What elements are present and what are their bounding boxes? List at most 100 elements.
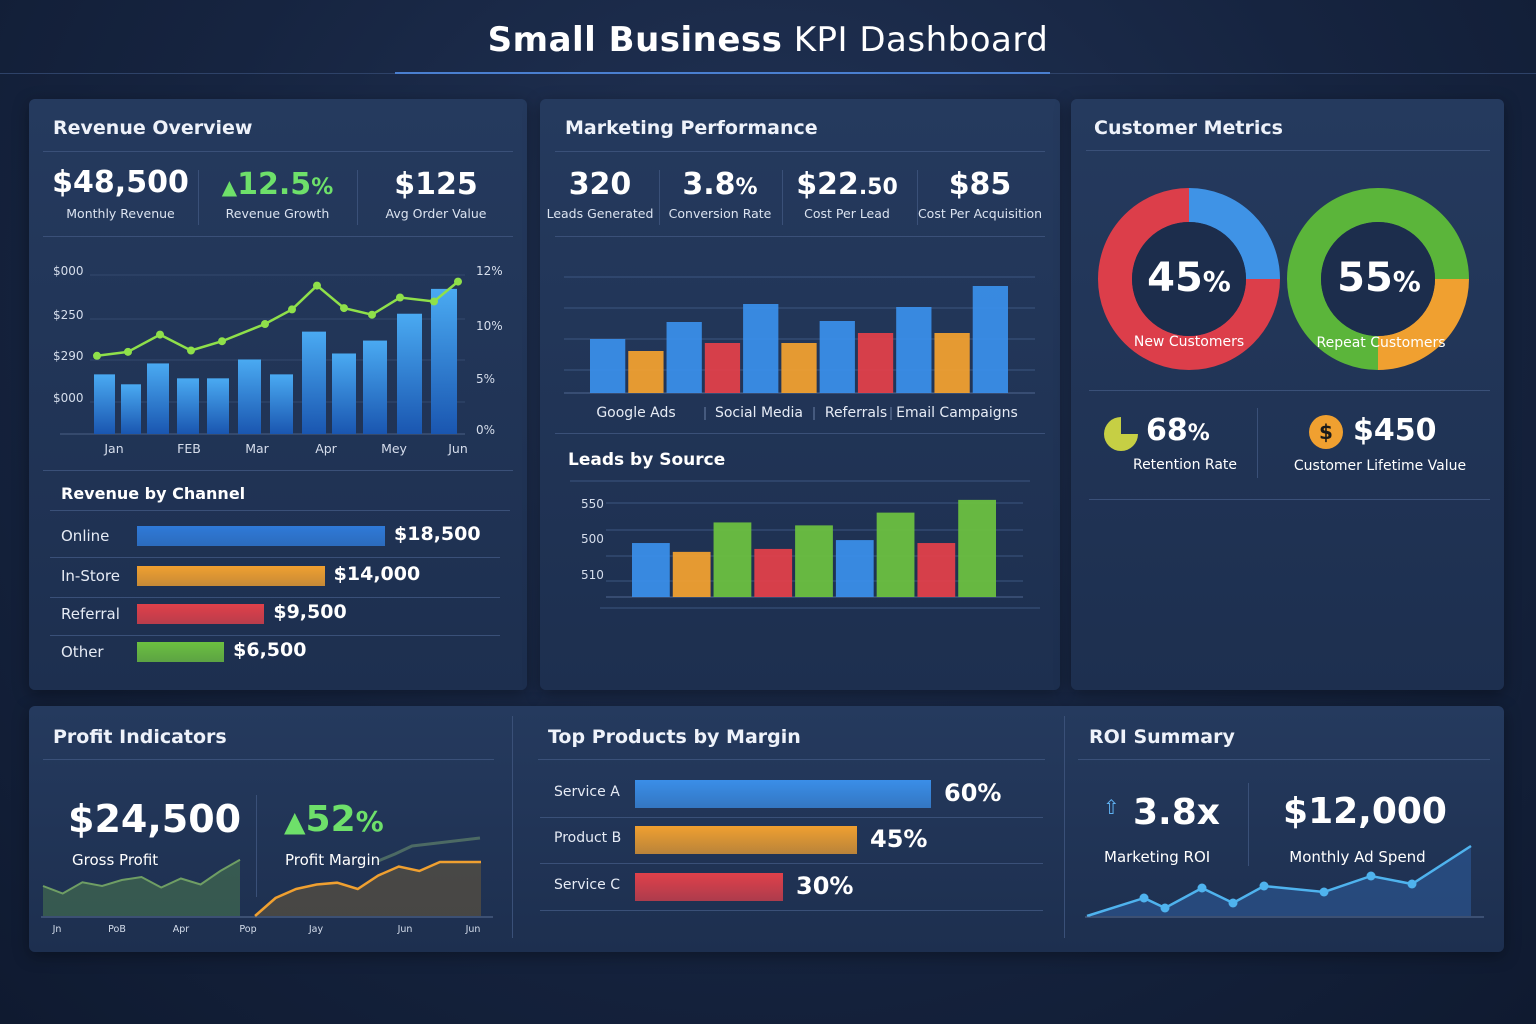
- category-label: Social Media: [715, 405, 803, 421]
- marketing-bar: [781, 343, 817, 393]
- left-axis-tick: $250: [53, 308, 84, 322]
- growth-point: [340, 304, 348, 313]
- kpi-value: 3.8: [682, 167, 736, 202]
- revenue-bar: [121, 384, 141, 434]
- gross-profit-value: $24,500: [68, 797, 242, 841]
- channel-bar: [137, 642, 225, 662]
- product-row: Service C 30%: [540, 867, 1045, 907]
- x-axis-label: FEB: [177, 441, 201, 456]
- ad-spend-point: [1366, 871, 1376, 881]
- marketing-bar: [896, 307, 932, 393]
- kpi-unit: %: [735, 175, 758, 200]
- leads-bar: [835, 540, 874, 597]
- growth-point: [454, 277, 462, 286]
- header-accent: [395, 72, 1050, 74]
- channel-label: Referral: [61, 605, 120, 623]
- donut-segment: [1188, 188, 1280, 280]
- divider: [43, 151, 513, 152]
- divider: [43, 236, 513, 237]
- dollar-coin-icon: $: [1309, 415, 1343, 449]
- pie-chart-icon: [1104, 417, 1138, 451]
- product-bar: [635, 873, 783, 901]
- kpi-value: 320: [568, 167, 632, 202]
- leads-bar: [958, 499, 996, 597]
- growth-point: [288, 305, 296, 314]
- x-axis-label: Jn: [52, 924, 62, 935]
- revenue-overview-title: Revenue Overview: [53, 117, 253, 139]
- divider: [555, 236, 1045, 237]
- divider: [540, 817, 1043, 818]
- clv-label: Customer Lifetime Value: [1293, 458, 1467, 474]
- left-axis-tick: $290: [53, 349, 84, 363]
- channel-label: In-Store: [61, 567, 120, 585]
- channel-value: $6,500: [233, 639, 307, 661]
- divider: [50, 597, 500, 598]
- divider: [1257, 408, 1258, 478]
- product-value: 45%: [870, 825, 928, 853]
- x-axis-label: Jan: [103, 441, 123, 456]
- divider: [540, 910, 1043, 911]
- revenue-by-channel-title: Revenue by Channel: [61, 484, 246, 503]
- channel-row-other: Other $6,500: [50, 634, 500, 670]
- channel-value: $18,500: [394, 523, 481, 545]
- kpi-cost-per-acquisition: $85 Cost Per Acquisition: [910, 167, 1050, 221]
- kpi-conversion-rate: 3.8% Conversion Rate: [650, 167, 790, 221]
- revenue-bar: [397, 313, 422, 434]
- y-axis-tick: 550: [581, 497, 604, 511]
- revenue-bar: [147, 363, 169, 434]
- retention-rate-label: Retention Rate: [1132, 457, 1238, 473]
- kpi-label: Leads Generated: [546, 206, 654, 221]
- repeat-customers-value: 55%: [1337, 255, 1421, 301]
- divider: [659, 170, 660, 225]
- top-products-title: Top Products by Margin: [548, 726, 801, 748]
- revenue-bar: [94, 374, 115, 434]
- product-label: Service C: [554, 877, 620, 893]
- profit-margin-value: ▲52%: [284, 799, 384, 840]
- ad-spend-value: $12,000: [1283, 791, 1447, 832]
- growth-point: [396, 293, 404, 302]
- category-label: Google Ads: [596, 405, 675, 421]
- growth-point: [368, 310, 376, 319]
- donut-hole: [1321, 222, 1435, 336]
- right-axis-tick: 5%: [476, 372, 495, 386]
- profit-chart: Jn PoB Apr Pop Jay Jun Jun: [41, 836, 493, 935]
- y-axis-tick: 500: [581, 532, 604, 546]
- divider: [43, 470, 513, 471]
- repeat-customers-label: Repeat Customers: [1316, 335, 1446, 351]
- product-value: 60%: [944, 779, 1002, 807]
- divider: [1089, 390, 1490, 391]
- customer-metrics-panel: [1071, 99, 1504, 690]
- x-axis-label: Jun: [447, 441, 468, 456]
- divider: [1064, 716, 1065, 938]
- growth-point: [261, 320, 269, 328]
- growth-point: [430, 297, 438, 306]
- divider: [50, 510, 510, 511]
- divider: [50, 557, 500, 558]
- growth-point: [156, 330, 164, 339]
- page-title: Small Business KPI Dashboard: [487, 20, 1049, 60]
- revenue-bar: [363, 340, 387, 434]
- divider: [357, 170, 358, 225]
- product-label: Service A: [554, 784, 620, 800]
- ad-spend-point: [1139, 893, 1149, 903]
- kpi-value: $22: [796, 167, 859, 202]
- product-bar: [635, 780, 931, 808]
- roi-summary-title: ROI Summary: [1089, 726, 1235, 748]
- channel-row-referral: Referral $9,500: [50, 596, 500, 632]
- channel-value: $9,500: [273, 601, 347, 623]
- gross-profit-label: Gross Profit: [72, 851, 159, 869]
- channel-bar: [137, 526, 385, 546]
- marketing-chart: Google Ads Social Media Referrals Email Cam…: [564, 276, 1035, 421]
- customer-metrics-title: Customer Metrics: [1094, 117, 1283, 139]
- leads-bar: [713, 522, 752, 597]
- divider: [512, 716, 513, 938]
- profit-margin-area: [255, 862, 481, 916]
- x-axis-label: PoB: [108, 924, 126, 935]
- divider: [555, 151, 1045, 152]
- donut-segment: [1287, 188, 1469, 370]
- leads-bar: [917, 543, 956, 597]
- ad-spend-point: [1319, 887, 1329, 897]
- channel-value: $14,000: [333, 563, 421, 585]
- growth-point: [218, 337, 226, 346]
- new-customers-value: 45%: [1147, 255, 1231, 301]
